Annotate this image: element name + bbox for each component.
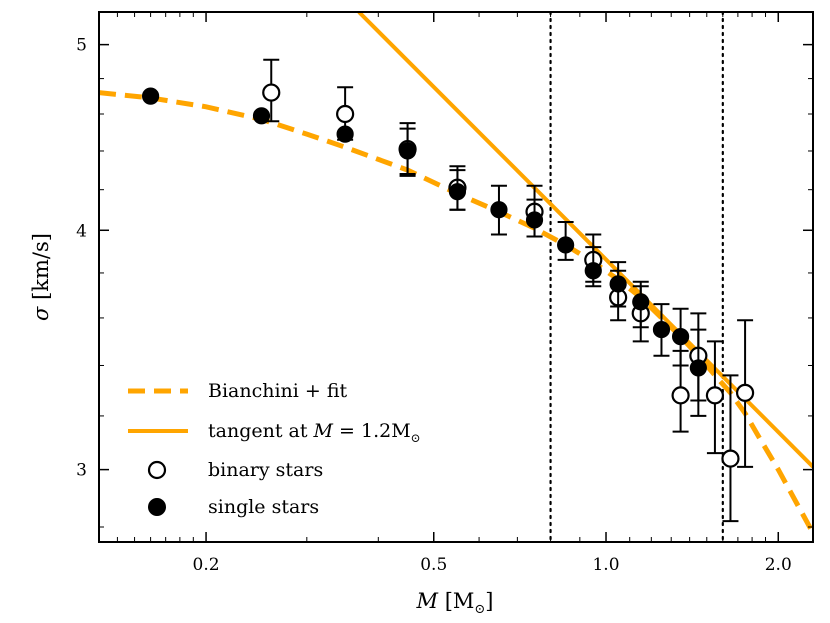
x-tick-label: 0.2 bbox=[193, 555, 220, 575]
legend-label: single stars bbox=[208, 496, 319, 518]
single-star-point bbox=[584, 262, 602, 280]
binary-star-point bbox=[705, 386, 725, 405]
legend-swatch-filled-circle bbox=[148, 498, 166, 516]
x-tick-label: 2.0 bbox=[765, 555, 792, 575]
single-star-point bbox=[609, 275, 627, 293]
y-axis-title: σ [km/s] bbox=[29, 233, 53, 321]
single-star-point bbox=[632, 293, 650, 311]
single-star-point bbox=[652, 320, 671, 339]
single-star-point bbox=[557, 236, 575, 254]
single-star-point bbox=[525, 211, 544, 229]
legend-label: binary stars bbox=[208, 459, 323, 481]
legend-label-text: tangent at bbox=[208, 420, 308, 442]
y-tick-label: 4 bbox=[76, 221, 87, 241]
single-star-point bbox=[142, 87, 160, 105]
legend-label: Bianchini + fit bbox=[208, 380, 348, 402]
single-star-point bbox=[448, 183, 467, 201]
legend-label-text: single stars bbox=[208, 496, 319, 518]
plot-area bbox=[99, 12, 813, 542]
legend-label-math-sub: ⊙ bbox=[411, 431, 421, 445]
data-points bbox=[142, 58, 755, 523]
single-star-point bbox=[671, 328, 690, 346]
binary-star-point bbox=[336, 104, 355, 124]
binary-star-point bbox=[262, 83, 281, 102]
axes: 3 4 5 0.2 0.5 1.0 2.0 bbox=[76, 12, 813, 575]
x-tick-label: 0.5 bbox=[420, 555, 447, 575]
y-tick-label: 5 bbox=[76, 36, 87, 56]
legend-label-text: binary stars bbox=[208, 459, 323, 481]
binary-star-point bbox=[721, 449, 740, 468]
clipped-layer bbox=[99, 12, 813, 542]
legend-label-math-rest: = 1.2M bbox=[333, 420, 411, 442]
legend-label-math-var: M bbox=[313, 420, 334, 442]
legend: Bianchini + fit tangent at M = 1.2M⊙ binar… bbox=[128, 380, 421, 518]
x-tick-label: 1.0 bbox=[592, 555, 619, 575]
legend-label: tangent at M = 1.2M⊙ bbox=[208, 420, 421, 445]
single-star-point bbox=[689, 359, 707, 377]
single-star-point bbox=[252, 107, 271, 125]
y-tick-label: 3 bbox=[76, 461, 87, 481]
x-axis-title: M [M⊙] bbox=[415, 589, 493, 617]
single-star-point bbox=[398, 142, 417, 160]
binary-star-point bbox=[735, 383, 755, 402]
legend-swatch-open-circle bbox=[147, 460, 167, 480]
single-star-point bbox=[490, 201, 508, 219]
plot-frame bbox=[98, 11, 814, 543]
binary-star-point bbox=[671, 386, 690, 405]
legend-label-text: Bianchini + fit bbox=[208, 380, 348, 402]
single-star-point bbox=[336, 125, 354, 143]
